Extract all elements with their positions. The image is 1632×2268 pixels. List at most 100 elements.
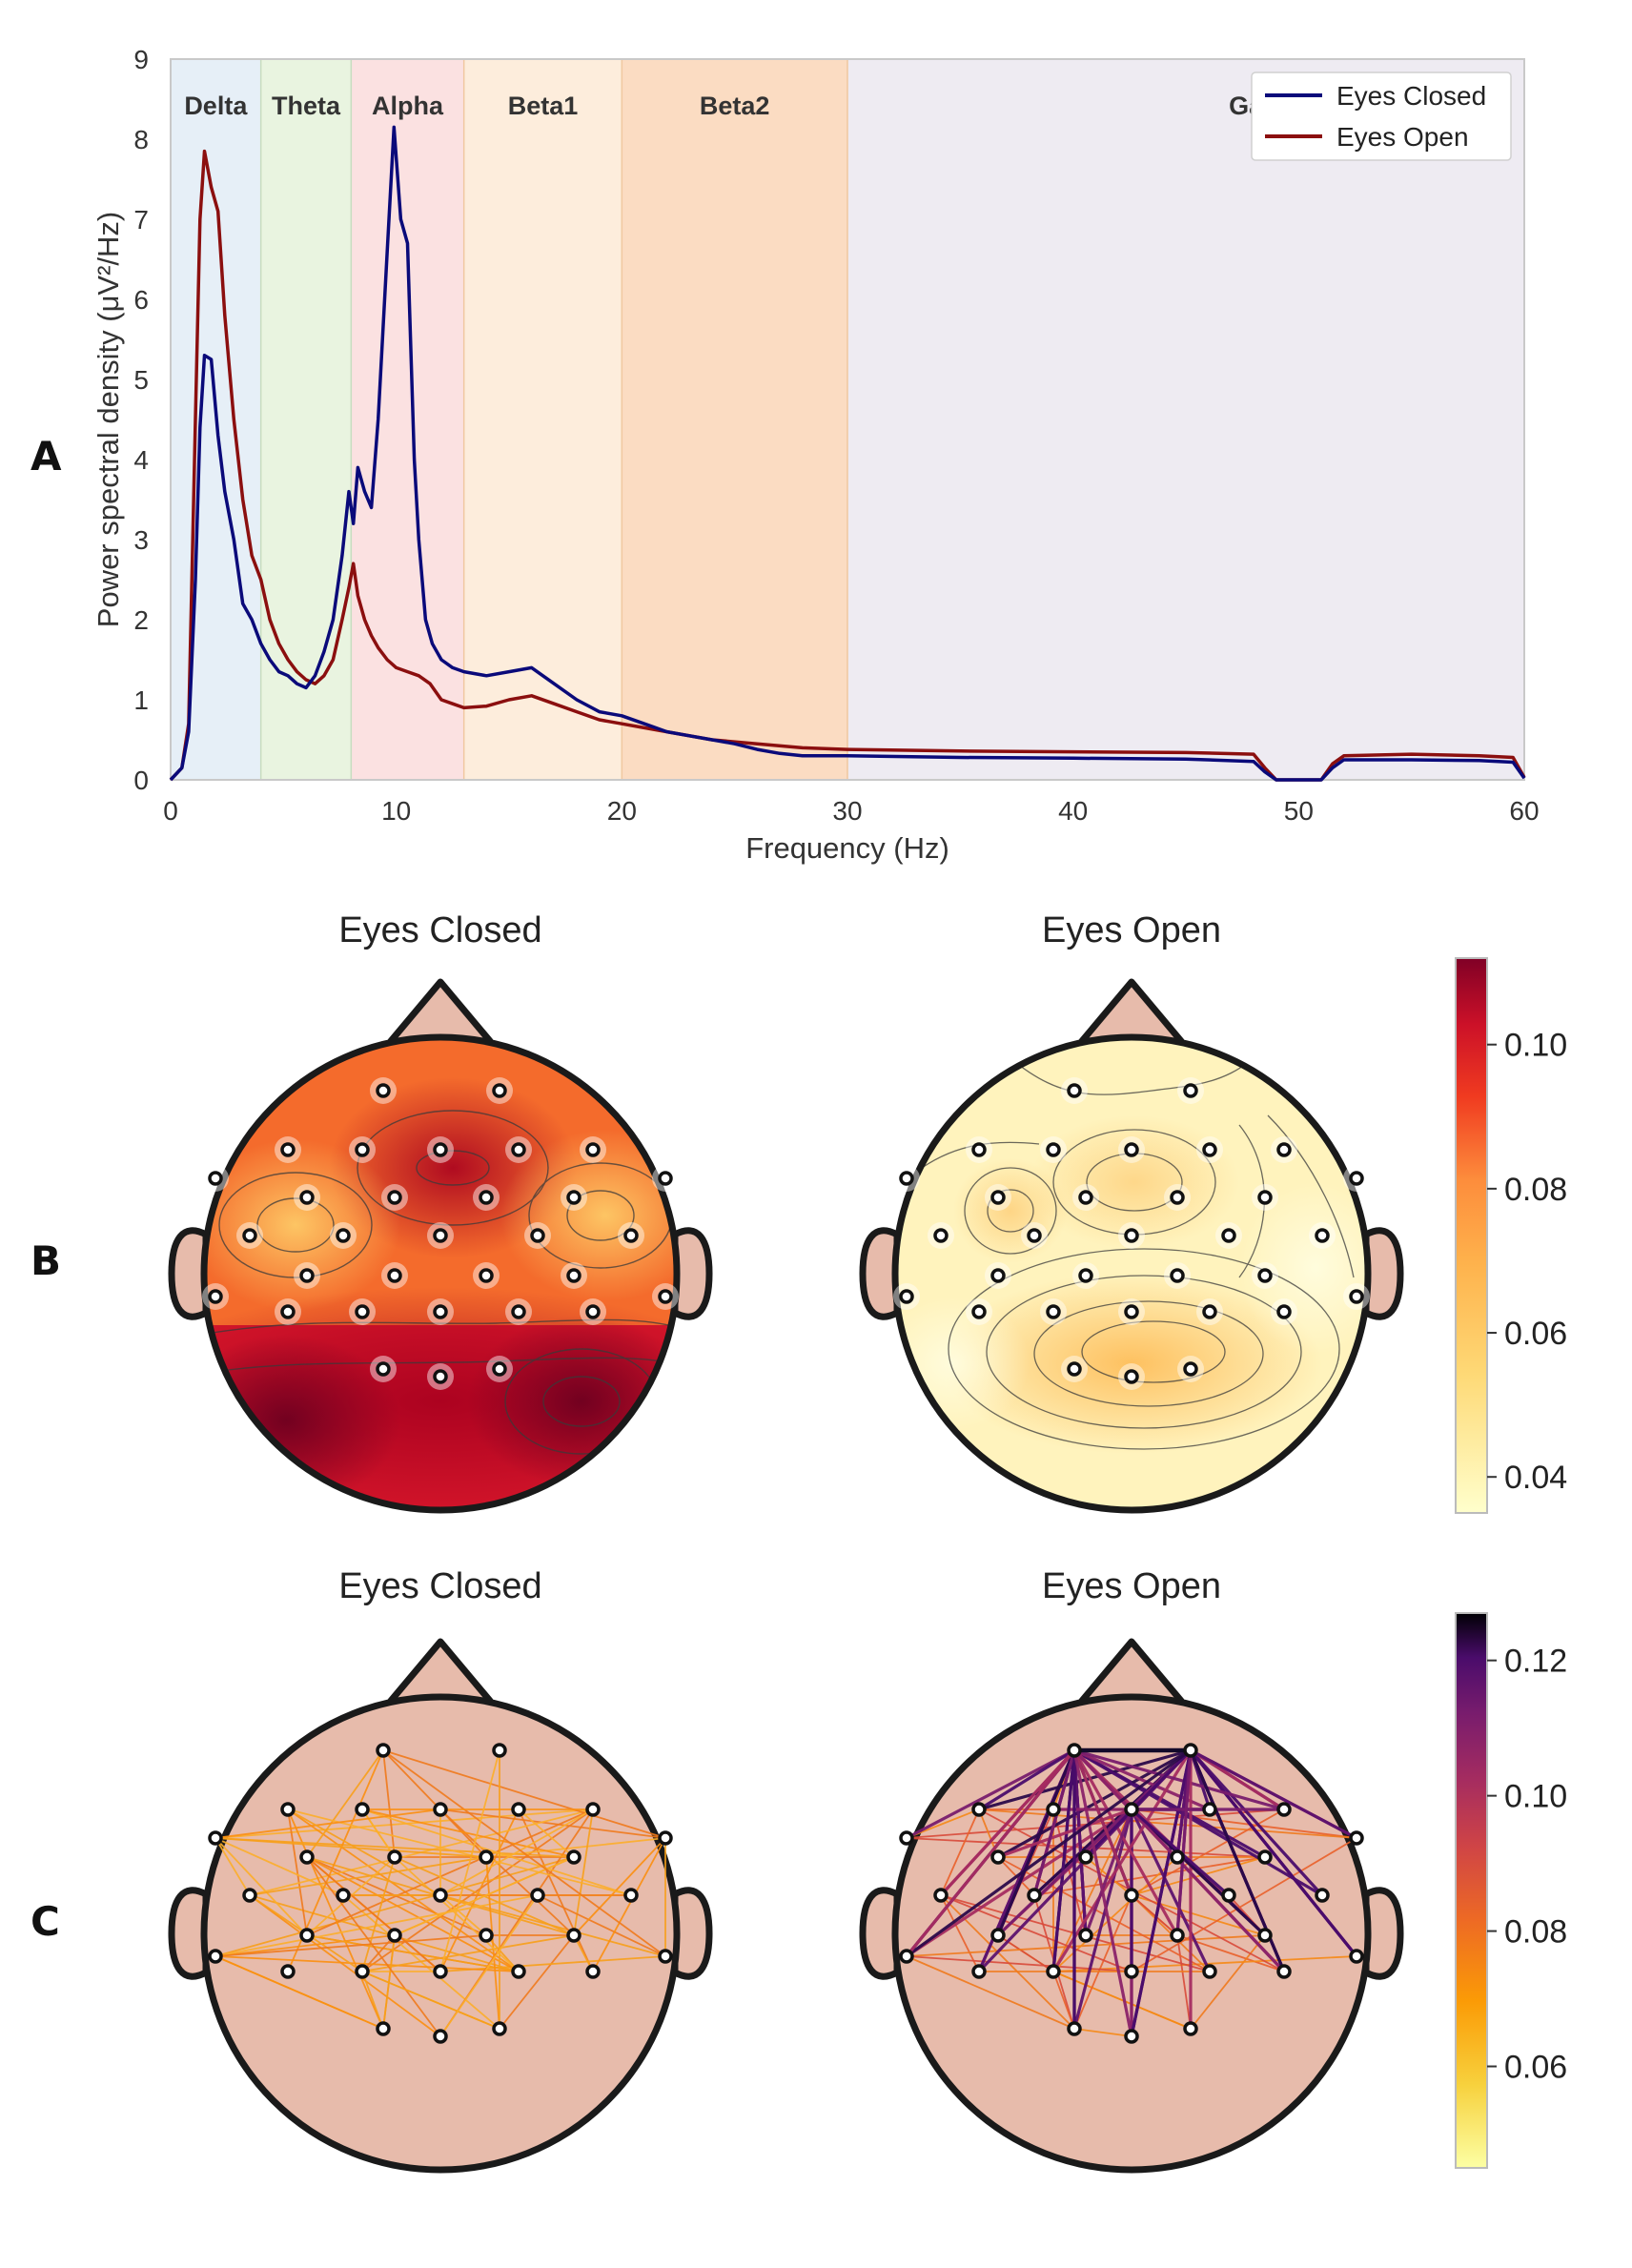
electrode [242, 1888, 257, 1903]
connectivity-edge [361, 1808, 396, 1858]
connectivity-edge [1073, 1748, 1285, 1811]
electrode [376, 1361, 391, 1377]
electrode [971, 1964, 987, 1979]
connectivity-edge [287, 1808, 441, 1896]
connectivity-edge [1190, 1934, 1266, 2030]
connectivity-edge [1052, 1808, 1132, 1972]
electrode [433, 1888, 448, 1903]
panel-letter-a: A [31, 433, 62, 480]
connectivity-edge [382, 1749, 666, 1839]
connectivity-edge [214, 1837, 308, 1936]
electrode [1124, 2029, 1139, 2044]
electrode [1349, 1171, 1364, 1186]
electrode [899, 1830, 914, 1846]
colorbar-tick-label: 0.12 [1504, 1644, 1567, 1680]
connectivity-edge [214, 1934, 487, 1957]
electrode [1170, 1928, 1185, 1943]
connectivity-edge [214, 1894, 539, 1957]
electrode [899, 1949, 914, 1964]
electrode [1124, 1802, 1139, 1817]
connectivity-edge [1189, 1748, 1358, 1958]
nose [387, 1638, 494, 1705]
connectivity-edge [306, 1749, 384, 1858]
electrode [433, 1369, 448, 1384]
electrode [585, 1964, 601, 1979]
electrode [1124, 1228, 1139, 1243]
connectivity-edge [1131, 1856, 1266, 1896]
electrode [1183, 2021, 1198, 2036]
connectivity-edge [361, 1808, 632, 1896]
connectivity-edge [940, 1808, 980, 1896]
electrode [280, 1802, 296, 1817]
legend-label-eyes-open: Eyes Open [1336, 122, 1469, 152]
electrode [1067, 2021, 1082, 2036]
electrode [1067, 1743, 1082, 1758]
colorbar-c-ticks: 0.12 0.10 0.08 0.06 [1487, 1644, 1567, 2086]
title-b-eyes-closed: Eyes Closed [338, 910, 541, 950]
series-lines [169, 125, 1526, 782]
electrode [566, 1190, 581, 1205]
left-ear [168, 1887, 210, 1980]
electrode [1046, 1142, 1061, 1157]
electrode [623, 1228, 639, 1243]
colorbar-tick-label: 0.04 [1504, 1460, 1567, 1496]
psd-chart: DeltaThetaAlphaBeta1Beta2Gamma 010203040… [92, 45, 1540, 865]
electrode [433, 1228, 448, 1243]
connectivity-edge [306, 1856, 520, 1972]
connectivity-edge [382, 1749, 666, 1957]
electrode [971, 1304, 987, 1319]
colorbar-tick-label: 0.08 [1504, 1172, 1567, 1208]
electrode [299, 1928, 315, 1943]
panel-letter-b: B [31, 1237, 61, 1284]
band-label-theta: Theta [272, 92, 341, 120]
electrode [658, 1289, 673, 1304]
connectivity-edge [485, 1856, 500, 2030]
connectivity-edge [1072, 1749, 1133, 2037]
electrode [1170, 1849, 1185, 1865]
band-label-beta1: Beta1 [508, 92, 579, 120]
electrode [1276, 1964, 1292, 1979]
connectivity-edge [1190, 1748, 1357, 1840]
left-ear [859, 1227, 901, 1320]
connectivity-edge [1175, 1749, 1193, 1936]
y-tick-label: 6 [133, 285, 149, 315]
connectivity-edge [214, 1955, 384, 2030]
electrode [1078, 1849, 1093, 1865]
connectivity-edge [361, 1971, 384, 2030]
connectivity-edge [906, 1748, 1192, 1958]
electrode [1183, 1361, 1198, 1377]
connectivity-edge [1131, 1837, 1357, 1972]
connectivity-edge [518, 1808, 575, 1858]
colorbar-b-ticks: 0.10 0.08 0.06 0.04 [1487, 1028, 1567, 1496]
electrode [1202, 1802, 1217, 1817]
connectivity-edge [214, 1808, 441, 1839]
band-beta2 [622, 59, 847, 780]
band-label-alpha: Alpha [372, 92, 444, 120]
connectivity-edge [306, 1856, 441, 2037]
colorbar-c: 0.12 0.10 0.08 0.06 [1455, 1612, 1567, 2169]
electrode [511, 1304, 526, 1319]
electrode [990, 1928, 1006, 1943]
connectivity-edge [906, 1748, 1075, 1840]
connectivity-edge [1073, 1748, 1323, 1897]
electrode [899, 1289, 914, 1304]
electrode [336, 1888, 351, 1903]
electrode [1349, 1289, 1364, 1304]
connectivity-edge [214, 1808, 594, 1839]
connectivity-edge [906, 1955, 1132, 1972]
y-tick-label: 7 [133, 205, 149, 235]
electrode [208, 1830, 223, 1846]
head-outline [200, 1033, 681, 1514]
electrode [280, 1304, 296, 1319]
connectivity-edge [287, 1808, 384, 2030]
head-outline [891, 1033, 1372, 1514]
x-tick-label: 20 [607, 796, 637, 826]
electrode [1078, 1928, 1093, 1943]
connectivity-edge [249, 1856, 487, 1896]
colorbar-tick-label: 0.06 [1504, 2050, 1567, 2086]
electrode [530, 1888, 545, 1903]
y-tick-label: 3 [133, 525, 149, 555]
electrode [933, 1888, 949, 1903]
connectivity-edge [214, 1837, 487, 1858]
